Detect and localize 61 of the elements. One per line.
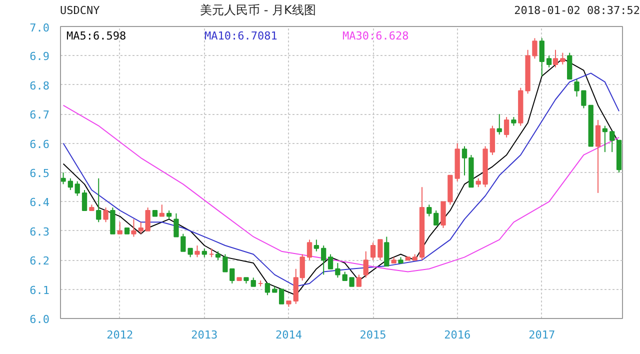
candlestick [321,245,326,276]
candlestick [370,242,376,261]
candlestick [426,204,432,217]
candlestick [131,218,136,238]
y-tick-label: 6.6 [30,138,50,151]
candlestick [194,245,200,258]
x-tick-label: 2015 [360,328,386,342]
candlestick [462,146,468,176]
candlestick [490,125,496,156]
candlestick [504,116,510,138]
y-tick-label: 6.0 [30,313,50,326]
text: MA10:6.7081 [204,30,278,42]
candlestick [434,210,439,226]
y-tick-label: 6.3 [30,225,50,238]
candlestick [74,180,80,196]
candlestick [82,190,88,211]
y-tick-label: 6.2 [30,254,50,268]
candlestick [306,239,312,261]
candlestick [278,288,284,304]
candlestick [335,262,340,278]
candlestick [567,52,572,80]
candlestick [117,222,122,234]
y-tick-label: 6.8 [30,79,50,92]
y-tick-label: 7.0 [30,22,50,34]
candlestick [68,178,74,191]
text: MA5:6.598 [66,30,126,42]
candlestick [610,131,615,153]
candlestick [552,49,558,68]
x-tick-label: 2012 [106,328,134,342]
candlestick [159,204,164,217]
candlestick [264,282,270,296]
candlestick [110,207,116,234]
x-tick-label: 2017 [528,328,556,342]
x-tick-label: 2016 [444,328,471,342]
candlestick [546,55,552,68]
y-tick-label: 6.9 [30,50,50,64]
candlestick [595,119,601,194]
x-tick-label: 2013 [191,328,218,342]
candlestick [384,236,390,266]
candlestick [60,172,66,185]
candlestick [539,38,544,77]
candlestick [378,239,383,261]
y-tick-label: 6.5 [30,167,50,180]
candlestick [314,239,320,252]
y-tick-label: 6.1 [30,284,50,297]
candlestick [496,114,502,136]
chart-subtitle: USDCNY [60,3,100,19]
chart-title: 美元人民币 - 月K线图 [200,2,316,19]
candlestick [560,52,566,65]
y-tick-label: 6.4 [30,196,50,210]
candlestick [328,254,334,270]
x-tick-label: 2014 [275,328,302,342]
candlestick [96,178,102,223]
candlestick [103,207,108,223]
text: MA30:6.628 [342,30,409,42]
text: 2018-01-02 08:37:52 [514,3,640,19]
candlestick [363,250,368,278]
candlestick [602,125,608,153]
candlestick [356,274,362,287]
y-tick-label: 6.7 [30,108,50,122]
line-series [62,104,620,272]
